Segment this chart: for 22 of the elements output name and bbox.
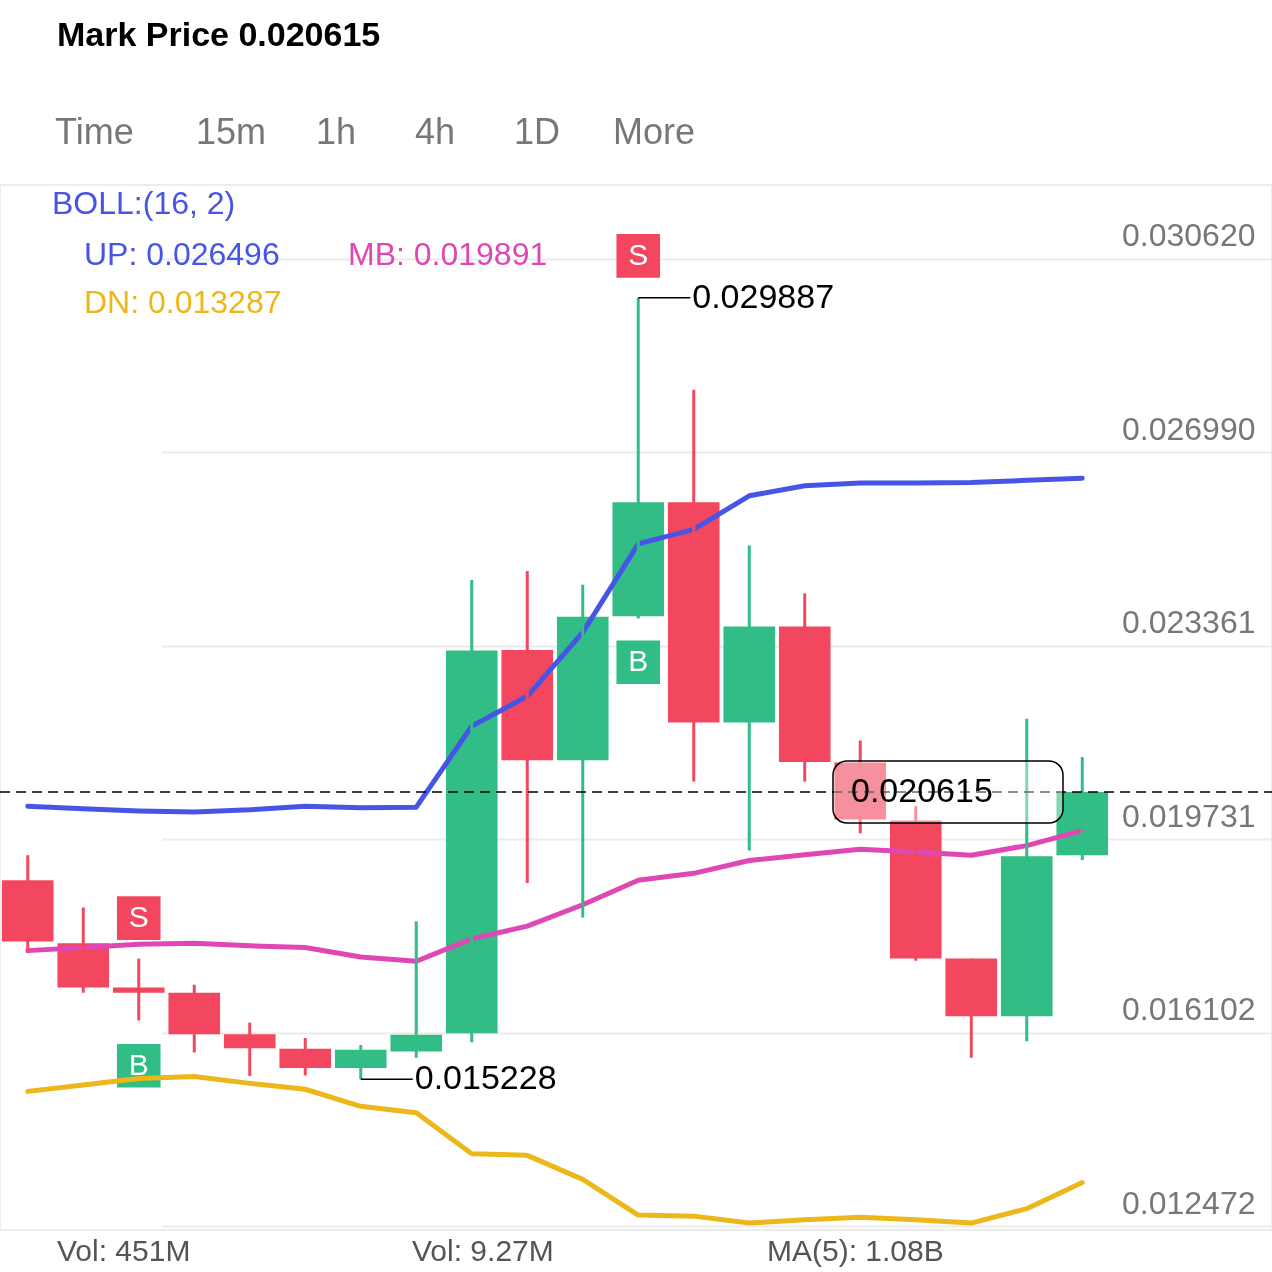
data-label: B xyxy=(628,644,649,678)
y-tick-label: 0.016102 xyxy=(1122,991,1256,1028)
data-label: S xyxy=(628,237,649,271)
chart-title: Mark Price 0.020615 xyxy=(57,15,381,53)
y-tick-label: 0.012472 xyxy=(1122,1184,1256,1221)
text: MA(5): 1.08B xyxy=(767,1234,944,1267)
data-label: S xyxy=(128,900,149,934)
legend-title: BOLL:(16, 2) xyxy=(52,185,236,221)
text: MB: 0.019891 xyxy=(348,236,548,272)
text: Vol: 9.27M xyxy=(412,1234,554,1267)
y-tick-label: 0.019731 xyxy=(1122,797,1256,834)
text: Vol: 451M xyxy=(57,1234,191,1267)
text: Time 15m 1h 4h 1D More xyxy=(55,111,696,152)
y-tick-label: 0.026990 xyxy=(1122,410,1256,447)
y-tick-label: 0.023361 xyxy=(1122,604,1256,641)
data-label: B xyxy=(128,1047,149,1081)
y-tick-label: 0.030620 xyxy=(1122,217,1256,254)
ref-line-label: 0.020615 xyxy=(851,771,993,810)
text: DN: 0.013287 xyxy=(84,284,282,320)
text: UP: 0.026496 xyxy=(84,236,280,272)
text: 0.029887 xyxy=(692,276,835,315)
text: 0.015228 xyxy=(414,1058,557,1097)
